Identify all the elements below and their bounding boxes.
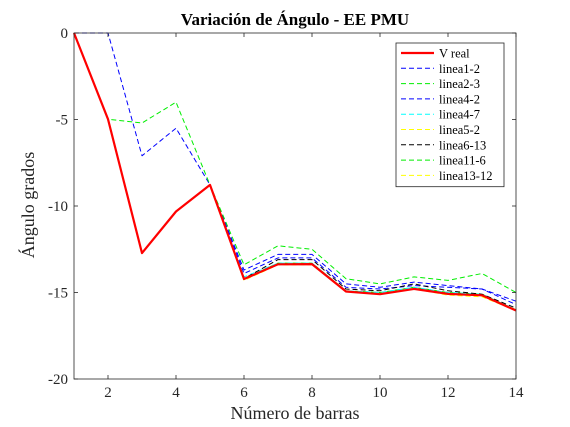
- x-tick-label: 6: [240, 385, 248, 401]
- legend-label: linea5-2: [439, 123, 480, 137]
- series-layer: [72, 32, 517, 312]
- legend-label: linea11-6: [439, 154, 486, 168]
- x-tick-label: 4: [172, 385, 180, 401]
- y-tick-label: -10: [48, 199, 68, 215]
- legend-label: linea2-3: [439, 77, 480, 91]
- x-tick-label: 12: [441, 385, 456, 401]
- chart-title: Variación de Ángulo - EE PMU: [181, 10, 409, 29]
- legend-label: V real: [439, 47, 470, 61]
- x-tick-label: 10: [373, 385, 388, 401]
- series-line-linea4-2: [73, 32, 517, 302]
- legend-label: linea1-2: [439, 62, 480, 76]
- legend-label: linea4-7: [439, 108, 480, 122]
- y-tick-label: -15: [48, 286, 68, 302]
- ticks-layer: 2 4 6 8 10 12 14 0 -5 -10 -15 -20: [48, 26, 524, 401]
- series-line-v-real: [72, 32, 517, 312]
- series-line-linea1-2: [74, 32, 517, 306]
- x-axis-label: Número de barras: [231, 403, 360, 423]
- legend-box: [395, 42, 505, 188]
- y-tick-label: -20: [48, 372, 68, 388]
- x-tick-label: 8: [308, 385, 316, 401]
- legend-label: linea6-13: [439, 138, 486, 152]
- y-axis-label: Ángulo grados: [17, 152, 38, 259]
- series-line-linea6-13: [73, 32, 517, 309]
- x-tick-label: 14: [509, 385, 525, 401]
- legend: V reallinea1-2linea2-3linea4-2linea4-7li…: [395, 42, 505, 188]
- legend-label: linea13-12: [439, 169, 492, 183]
- legend-label: linea4-2: [439, 92, 480, 106]
- x-tick-label: 2: [104, 385, 112, 401]
- y-tick-label: -5: [56, 113, 69, 129]
- y-tick-label: 0: [61, 26, 69, 42]
